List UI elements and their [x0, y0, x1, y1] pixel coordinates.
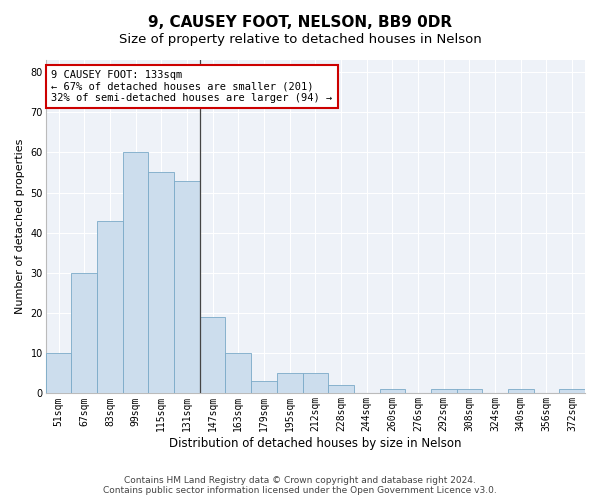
Text: Size of property relative to detached houses in Nelson: Size of property relative to detached ho…	[119, 32, 481, 46]
Bar	[148, 172, 174, 394]
Bar	[174, 180, 200, 394]
Bar	[277, 374, 302, 394]
Bar	[71, 273, 97, 394]
Text: Contains HM Land Registry data © Crown copyright and database right 2024.
Contai: Contains HM Land Registry data © Crown c…	[103, 476, 497, 495]
Bar	[559, 390, 585, 394]
Bar	[200, 317, 226, 394]
Bar	[457, 390, 482, 394]
Bar	[380, 390, 405, 394]
Bar	[431, 390, 457, 394]
Y-axis label: Number of detached properties: Number of detached properties	[15, 139, 25, 314]
Bar	[251, 382, 277, 394]
Bar	[97, 220, 123, 394]
Bar	[123, 152, 148, 394]
Text: 9 CAUSEY FOOT: 133sqm
← 67% of detached houses are smaller (201)
32% of semi-det: 9 CAUSEY FOOT: 133sqm ← 67% of detached …	[51, 70, 332, 103]
Bar	[328, 386, 354, 394]
X-axis label: Distribution of detached houses by size in Nelson: Distribution of detached houses by size …	[169, 437, 461, 450]
Text: 9, CAUSEY FOOT, NELSON, BB9 0DR: 9, CAUSEY FOOT, NELSON, BB9 0DR	[148, 15, 452, 30]
Bar	[226, 353, 251, 394]
Bar	[302, 374, 328, 394]
Bar	[46, 353, 71, 394]
Bar	[508, 390, 533, 394]
